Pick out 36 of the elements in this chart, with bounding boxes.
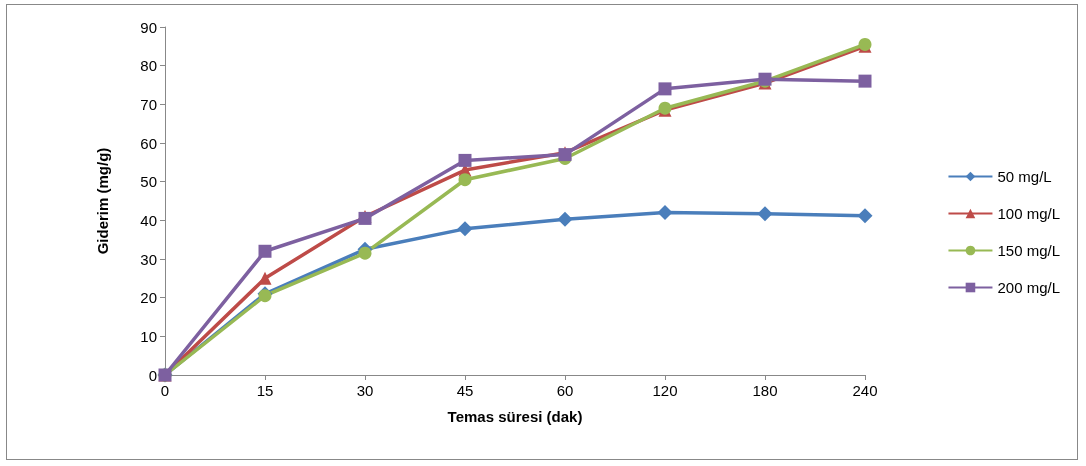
legend-label: 200 mg/L	[997, 279, 1061, 296]
y-axis-title: Giderim (mg/g)	[94, 147, 111, 255]
point	[358, 246, 372, 260]
y-tick-label: 10	[140, 327, 157, 345]
y-tick-label: 50	[140, 173, 157, 191]
point	[857, 208, 873, 224]
x-tick-label: 0	[160, 382, 170, 399]
legend-label: 100 mg/L	[997, 205, 1061, 222]
legend-label: 50 mg/L	[997, 168, 1052, 185]
y-tick-label: 20	[140, 289, 157, 307]
point	[258, 244, 272, 258]
point	[557, 211, 573, 227]
y-tick-label: 60	[140, 134, 157, 152]
point	[858, 74, 872, 88]
point	[757, 206, 773, 222]
x-tick-label: 45	[456, 382, 474, 399]
legend-label: 150 mg/L	[997, 242, 1061, 259]
y-tick-label: 0	[148, 366, 157, 384]
y-tick-label: 80	[140, 57, 157, 75]
point	[657, 205, 673, 221]
x-tick-label: 15	[256, 382, 274, 399]
x-tick-label: 30	[356, 382, 374, 399]
x-tick-label: 240	[852, 382, 878, 399]
point	[458, 153, 472, 167]
x-tick-label: 60	[556, 382, 574, 399]
y-tick-label: 90	[140, 18, 157, 36]
y-tick-label: 40	[140, 211, 157, 229]
point	[457, 221, 473, 237]
x-tick-label: 180	[752, 382, 778, 399]
x-tick-label: 120	[652, 382, 678, 399]
point	[658, 82, 672, 96]
point	[458, 173, 472, 187]
x-axis-title: Temas süresi (dak)	[447, 408, 583, 425]
point	[258, 271, 272, 285]
y-tick-label: 70	[140, 95, 157, 113]
y-tick-label: 30	[140, 250, 157, 268]
